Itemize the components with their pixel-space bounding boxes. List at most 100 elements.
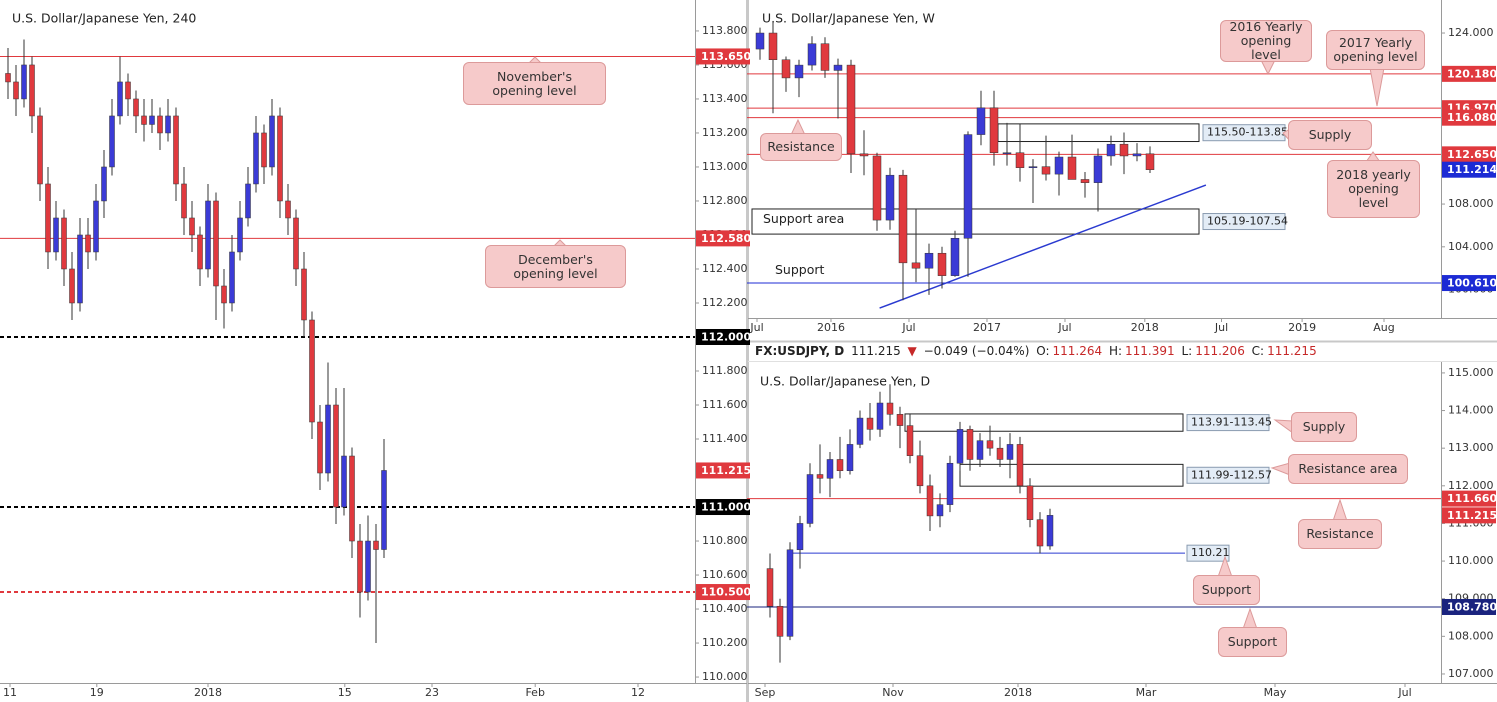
candle-body (253, 132, 259, 185)
y-tick-label: 113.200 (702, 126, 748, 139)
candle-body (317, 421, 323, 474)
price-tag (696, 328, 750, 345)
y-tick-label: 113.000 (1448, 441, 1494, 454)
candle-body (221, 285, 227, 304)
chart-title: U.S. Dollar/Japanese Yen, W (762, 11, 935, 26)
ohlc-value: 111.206 (1195, 344, 1245, 358)
candle-body (309, 319, 315, 423)
candle-body (1093, 155, 1103, 183)
candle-body (149, 115, 155, 125)
candle-body (1026, 485, 1034, 520)
callout: 2018 yearly opening level (1327, 160, 1420, 218)
zone-label-box (1186, 414, 1270, 432)
y-tick-label: 113.400 (702, 92, 748, 105)
candle-body (125, 81, 131, 100)
current-price-tag (1442, 161, 1496, 178)
candle-body (1145, 153, 1155, 170)
candle-body (1067, 156, 1077, 180)
candle-body (293, 217, 299, 270)
candle-body (859, 153, 869, 157)
x-tick-label: 12 (631, 686, 645, 699)
price-tag-label: 112.000 (701, 330, 751, 343)
candle-body (836, 459, 844, 472)
ohlc-value: 111.391 (1125, 344, 1175, 358)
callout: December's opening level (485, 245, 626, 288)
candle-body (205, 200, 211, 270)
candle-body (1080, 179, 1090, 183)
y-tick-label: 108.000 (1448, 197, 1494, 210)
candle-body (21, 64, 27, 100)
candle-body (117, 81, 123, 117)
candle-body (109, 115, 115, 168)
price-tag-label: 120.180 (1447, 67, 1497, 80)
x-tick-label: Jul (1397, 686, 1411, 699)
x-tick-label: 2018 (1131, 321, 1159, 334)
candle-body (141, 115, 147, 125)
candle-body (816, 474, 824, 479)
y-tick-label: 112.000 (1448, 479, 1494, 492)
ohlc-value: 111.215 (1267, 344, 1317, 358)
price-tag-label: 116.080 (1447, 111, 1497, 124)
candle-body (966, 429, 974, 460)
ohlc-key: C: (1251, 344, 1265, 358)
x-tick-label: Jul (901, 321, 915, 334)
x-tick-label: Jul (1214, 321, 1228, 334)
candle-body (261, 132, 267, 168)
candle-body (1106, 143, 1116, 157)
callout: 2017 Yearly opening level (1326, 30, 1425, 70)
y-tick-label: 104.000 (1448, 240, 1494, 253)
x-tick-label: Jul (749, 321, 763, 334)
current-price-label: 111.215 (701, 464, 751, 477)
price-tag-label: 111.660 (1447, 492, 1497, 505)
price-tag (1442, 275, 1496, 292)
y-tick-label: 113.000 (702, 160, 748, 173)
x-tick-label: 2018 (1004, 686, 1032, 699)
symbol: FX:USDJPY, D (755, 344, 845, 358)
candle-body (781, 59, 791, 79)
candle-body (956, 429, 964, 464)
candle-body (846, 64, 856, 155)
candle-body (833, 64, 843, 71)
candle-body (1046, 515, 1054, 547)
callout: 2016 Yearly opening level (1220, 20, 1312, 62)
candle-body (886, 402, 894, 415)
y-tick-label: 110.600 (702, 568, 748, 581)
candle-body (1006, 444, 1014, 460)
price-tag (1442, 65, 1496, 82)
zone (959, 463, 1184, 487)
candle-body (133, 98, 139, 117)
callout: Resistance (1298, 519, 1382, 549)
candle-body (796, 523, 804, 551)
y-tick-label: 112.200 (702, 296, 748, 309)
price-tag-label: 108.780 (1447, 600, 1497, 613)
price-tag (696, 230, 750, 247)
candle-body (365, 540, 371, 593)
x-tick-label: 2017 (973, 321, 1001, 334)
x-tick-label: Jul (1057, 321, 1071, 334)
callout: November's opening level (463, 62, 606, 105)
candle-body (898, 174, 908, 264)
x-tick-label: 19 (90, 686, 104, 699)
trendline (879, 184, 1207, 309)
candle-body (766, 568, 774, 607)
price-tag-label: 100.610 (1447, 277, 1497, 290)
candle-body (906, 425, 914, 456)
candle-body (61, 217, 67, 270)
callout: Resistance area (1288, 454, 1408, 484)
callout: Supply (1291, 412, 1357, 442)
candle-body (866, 417, 874, 430)
y-tick-label: 111.600 (702, 398, 748, 411)
x-tick-label: Sep (755, 686, 776, 699)
ohlc-key: H: (1108, 344, 1123, 358)
candle-body (976, 440, 984, 460)
price-tag-label: 112.650 (1447, 148, 1497, 161)
price-tag-label: 111.000 (701, 501, 751, 514)
price-tag (696, 584, 750, 601)
last-price: 111.215 (851, 344, 901, 358)
zone (904, 413, 1184, 432)
price-tag (696, 48, 750, 65)
candle-body (963, 134, 973, 239)
candle-body (5, 73, 11, 83)
candle-body (1002, 152, 1012, 154)
